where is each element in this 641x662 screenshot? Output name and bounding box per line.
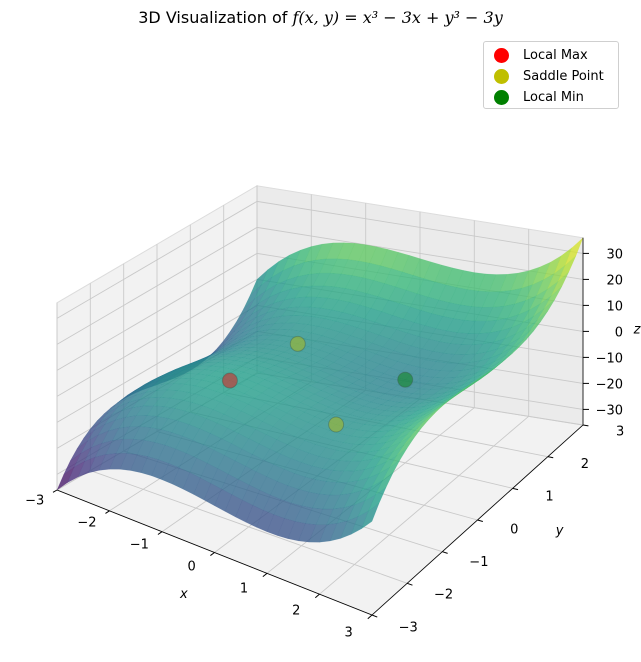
chart-title: 3D Visualization of f(x, y) = x³ − 3x + … xyxy=(0,8,641,27)
z-tick-label: −30 xyxy=(596,403,623,418)
z-axis-label: z xyxy=(633,322,641,337)
x-tick-label: −2 xyxy=(77,516,96,531)
chart-title-formula: f(x, y) = x³ − 3x + y³ − 3y xyxy=(292,8,503,27)
surface-patch xyxy=(452,384,471,398)
x-tick xyxy=(367,614,373,620)
x-tick xyxy=(314,593,320,599)
point-local-min xyxy=(397,371,414,388)
y-tick-label: 1 xyxy=(545,490,553,505)
x-axis-line xyxy=(56,489,373,616)
legend-label-saddle-point: Saddle Point xyxy=(523,69,604,84)
legend-item-saddle-point: Saddle Point xyxy=(494,66,618,87)
surface-patch xyxy=(361,502,380,530)
y-axis-line xyxy=(371,424,584,616)
critical-points xyxy=(221,335,414,433)
legend-marker-saddle-point xyxy=(494,69,509,84)
legend-marker-local-min xyxy=(494,90,509,105)
grid-line-z xyxy=(56,226,584,345)
chart-title-prefix: 3D Visualization of xyxy=(138,8,293,27)
y-tick-label: −3 xyxy=(399,620,418,635)
legend-item-local-max: Local Max xyxy=(494,45,618,66)
axis-labels: x y z xyxy=(179,322,641,601)
point-saddle-point xyxy=(328,416,345,433)
surface-patch xyxy=(487,359,506,374)
z-tick-label: 10 xyxy=(606,299,623,314)
x-axis-label: x xyxy=(179,587,188,602)
surface-patch xyxy=(550,271,570,297)
legend-label-local-min: Local Min xyxy=(523,90,584,105)
surface-patch xyxy=(543,286,563,310)
z-tick-label: 20 xyxy=(606,273,623,288)
x-tick-label: 3 xyxy=(345,625,353,640)
x-tick xyxy=(210,552,215,556)
y-axis-label: y xyxy=(555,524,564,539)
legend: Local Max Saddle Point Local Min xyxy=(483,41,619,109)
x-tick xyxy=(262,572,268,578)
y-tick xyxy=(547,456,554,459)
x-tick-label: −3 xyxy=(25,494,44,509)
x-tick-label: 0 xyxy=(188,560,196,575)
y-tick xyxy=(371,614,378,618)
legend-item-local-min: Local Min xyxy=(494,87,618,108)
y-tick xyxy=(406,582,413,586)
y-tick-label: −1 xyxy=(469,555,488,570)
legend-label-local-max: Local Max xyxy=(523,48,588,63)
x-tick-label: −1 xyxy=(130,538,149,553)
x-tick-label: 2 xyxy=(292,603,300,618)
y-tick xyxy=(442,551,448,554)
z-tick-label: −10 xyxy=(596,351,623,366)
y-tick-label: 2 xyxy=(581,457,589,472)
y-tick-label: −2 xyxy=(434,588,453,603)
surface-patch xyxy=(508,338,527,356)
surface-patch xyxy=(501,346,520,363)
z-tick-label: −20 xyxy=(596,377,623,392)
y-tick-label: 3 xyxy=(616,424,624,439)
z-tick-label: 30 xyxy=(606,247,623,262)
y-tick-label: 0 xyxy=(510,522,518,537)
y-tick xyxy=(512,487,519,491)
surface-mesh xyxy=(56,237,584,543)
surface-patch xyxy=(410,419,429,437)
z-tick-label: 0 xyxy=(615,325,623,340)
surface-patch xyxy=(557,255,577,282)
legend-marker-local-max xyxy=(494,48,509,63)
x-tick xyxy=(52,489,58,493)
x-tick-label: 1 xyxy=(240,582,248,597)
x-tick xyxy=(157,531,163,535)
point-local-max xyxy=(221,372,238,389)
grid-line-z xyxy=(56,200,584,319)
point-saddle-point xyxy=(289,335,306,352)
surface-patch xyxy=(459,379,478,394)
surface-patch xyxy=(480,364,499,379)
y-tick xyxy=(477,519,483,522)
y-tick xyxy=(582,424,589,427)
x-tick xyxy=(105,510,110,514)
